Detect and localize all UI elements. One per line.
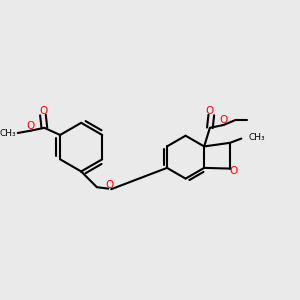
Text: CH₃: CH₃ (0, 129, 16, 138)
Text: O: O (26, 121, 35, 130)
Text: O: O (106, 180, 114, 190)
Text: CH₃: CH₃ (248, 133, 265, 142)
Text: O: O (39, 106, 48, 116)
Text: O: O (205, 106, 213, 116)
Text: O: O (229, 166, 238, 176)
Text: O: O (219, 115, 227, 125)
